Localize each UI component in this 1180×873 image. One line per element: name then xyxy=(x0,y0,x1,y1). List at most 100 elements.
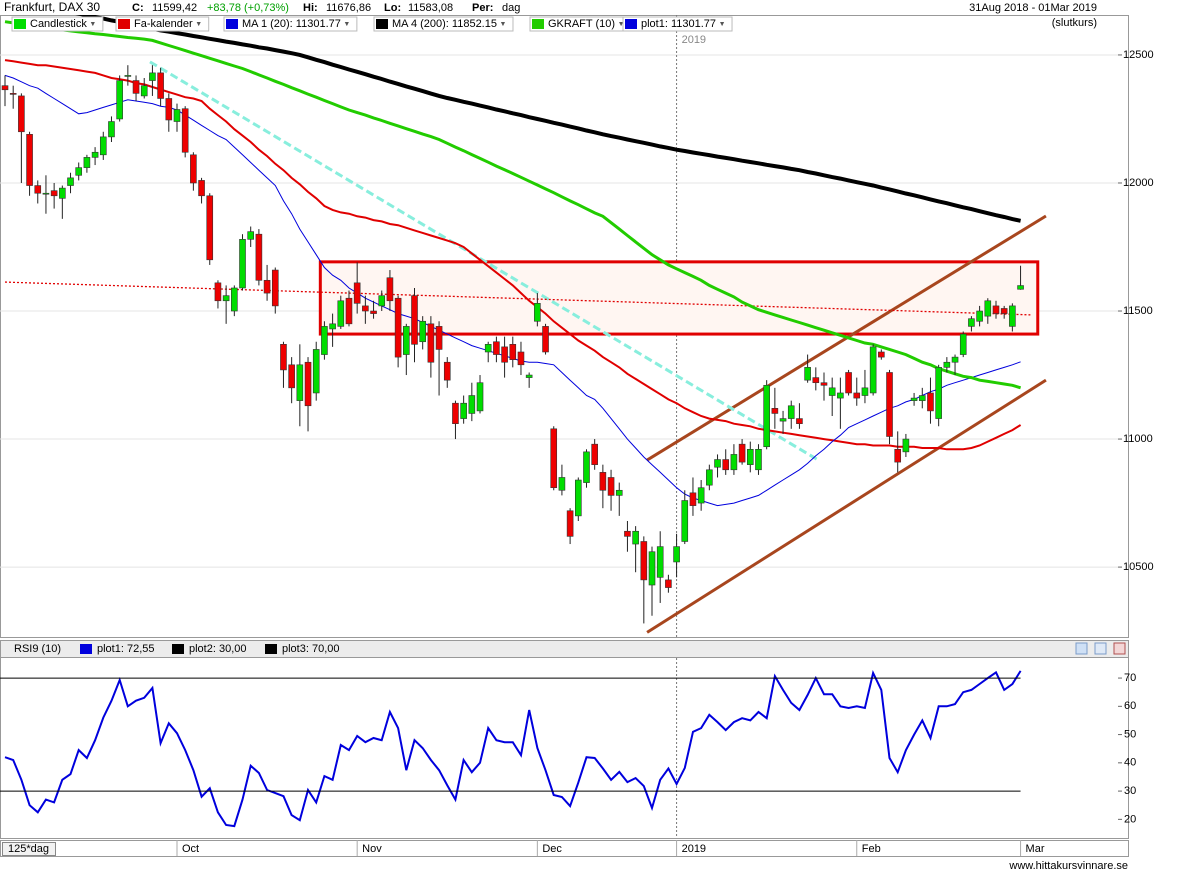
candle-body xyxy=(730,454,738,471)
legend-dropdown: ▼ xyxy=(719,21,726,28)
high-label: Hi: xyxy=(303,2,318,14)
candle-body xyxy=(378,295,386,307)
y-tick-label: 11000 xyxy=(1123,433,1153,445)
candle-body xyxy=(525,374,533,378)
x-tick-label: Mar xyxy=(1026,843,1045,855)
candle-body xyxy=(746,448,754,465)
candle-body xyxy=(607,477,615,496)
bar-count-box xyxy=(2,842,56,856)
ma-line xyxy=(4,20,1022,390)
candle-body xyxy=(108,121,115,138)
legend-dropdown: ▼ xyxy=(500,21,507,28)
candle-body xyxy=(550,428,558,489)
price-plot xyxy=(1,15,1047,634)
candle-body xyxy=(599,472,607,491)
candle-body xyxy=(615,489,623,496)
candle-body xyxy=(984,300,992,317)
candle-body xyxy=(132,80,140,94)
legend-label: Candlestick xyxy=(30,18,87,30)
candle-body xyxy=(411,295,418,345)
candle-body xyxy=(574,479,582,517)
candle-body xyxy=(894,448,902,463)
legend-dropdown: ▼ xyxy=(343,21,350,28)
ma-line xyxy=(4,59,1022,451)
panel-icon[interactable] xyxy=(1075,642,1088,655)
candle-body xyxy=(484,344,492,353)
candle-body xyxy=(116,80,123,120)
legend-item[interactable] xyxy=(373,16,514,32)
candle-body xyxy=(91,151,99,158)
candle-body xyxy=(509,344,517,360)
panel-icon[interactable] xyxy=(1094,642,1107,655)
candle-body xyxy=(951,356,959,363)
high: 11676,86 xyxy=(326,2,371,14)
legend-label: plot3: 70,00 xyxy=(282,643,340,655)
candle-body xyxy=(738,443,746,463)
close-label: C: xyxy=(132,2,144,14)
candle-body xyxy=(976,310,983,322)
candle-body xyxy=(542,326,549,353)
legend-swatch xyxy=(172,644,184,654)
candle-body xyxy=(263,279,271,294)
legend-item[interactable] xyxy=(622,16,733,32)
candle-body xyxy=(1017,285,1024,290)
candle-body xyxy=(771,408,779,414)
candle-body xyxy=(149,72,156,81)
legend-label: plot1: 72,55 xyxy=(97,643,155,655)
candle-body xyxy=(591,443,598,465)
candle-body xyxy=(869,346,877,394)
low: 11583,08 xyxy=(408,2,453,14)
trend-line xyxy=(646,378,1047,634)
legend-swatch xyxy=(625,19,637,29)
candle-body xyxy=(304,361,312,407)
legend-swatch xyxy=(118,19,130,29)
candle-body xyxy=(706,469,713,486)
candle-body xyxy=(255,233,263,281)
candle-body xyxy=(878,351,885,358)
price-frame xyxy=(0,15,1129,638)
candle-body xyxy=(452,402,459,424)
ma-line xyxy=(75,15,1022,223)
legend-item[interactable] xyxy=(223,16,358,32)
bar-count: 125*dag xyxy=(8,843,49,855)
legend-item[interactable] xyxy=(11,16,104,32)
candle-body xyxy=(828,387,836,396)
legend-label: MA 1 (20): 11301.77 xyxy=(242,18,341,30)
trend-line xyxy=(149,60,820,462)
candle-body xyxy=(648,551,656,586)
legend-item[interactable] xyxy=(115,16,210,32)
candle-body xyxy=(312,349,320,394)
candle-body xyxy=(517,351,525,366)
rsi-plot xyxy=(0,670,1022,828)
candle-body xyxy=(18,95,25,133)
period-label: Per: xyxy=(472,2,493,14)
candle-body xyxy=(173,109,181,122)
candle-body xyxy=(321,326,328,355)
candle-body xyxy=(861,387,869,396)
legend-label: GKRAFT (10) xyxy=(548,18,615,30)
candle-body xyxy=(50,190,58,197)
panel-icon[interactable] xyxy=(1113,642,1126,655)
candle-body xyxy=(968,318,975,327)
candle-body xyxy=(435,326,443,350)
candle-body xyxy=(26,134,33,186)
candle-body xyxy=(222,295,230,302)
rsi-line xyxy=(4,670,1022,828)
candle-body xyxy=(558,477,566,491)
candle-body xyxy=(1,85,9,91)
candle-body xyxy=(75,167,83,176)
y-tick-label: 10500 xyxy=(1123,561,1154,573)
candle-body xyxy=(886,372,893,437)
candle-body xyxy=(239,239,246,289)
y-tick-label: 50 xyxy=(1124,728,1136,740)
candle-body xyxy=(902,438,910,453)
y-tick-label: 40 xyxy=(1124,757,1136,769)
candle-body xyxy=(443,361,451,381)
x-tick-label: Nov xyxy=(362,843,382,855)
close: 11599,42 xyxy=(152,2,197,14)
candle-body xyxy=(583,451,590,483)
x-tick-label: Feb xyxy=(862,843,881,855)
candle-body xyxy=(501,346,508,363)
trend-line xyxy=(4,281,1031,316)
